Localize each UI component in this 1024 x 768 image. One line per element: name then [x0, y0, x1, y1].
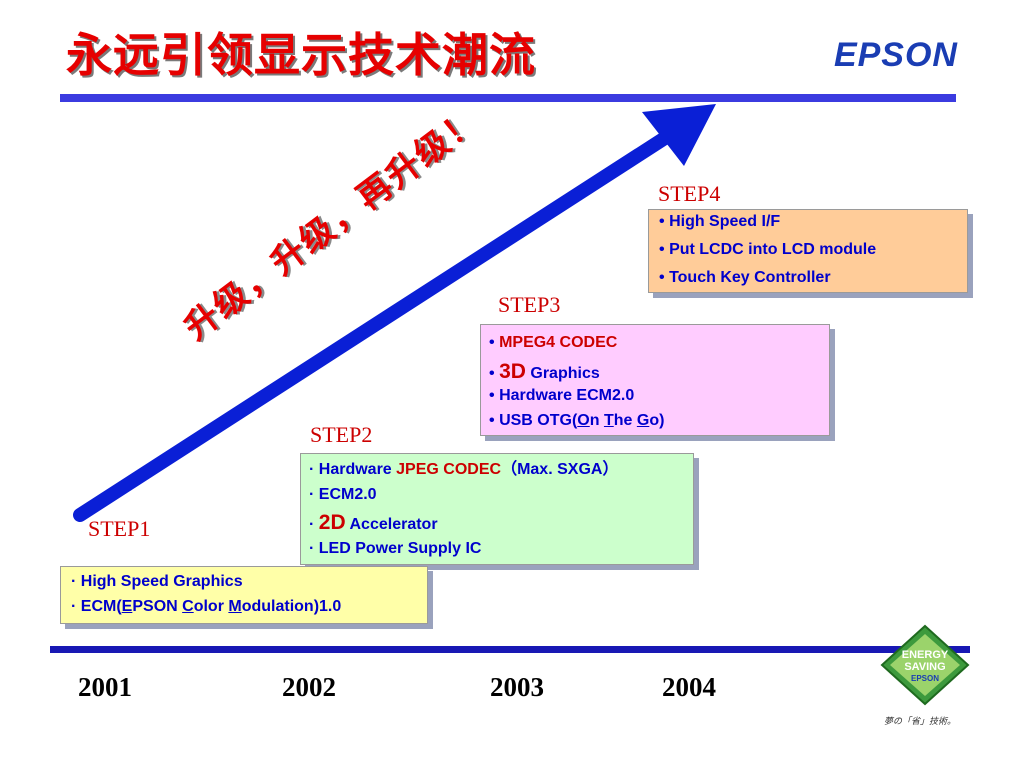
list-item: • Hardware ECM2.0 [489, 387, 635, 404]
list-item: • MPEG4 CODEC [489, 334, 618, 351]
list-item: • USB OTG(On The Go) [489, 412, 665, 429]
list-item: • Touch Key Controller [659, 269, 831, 286]
list-item: · High Speed Graphics [71, 573, 243, 590]
year-2001: 2001 [78, 672, 132, 702]
year-2003: 2003 [490, 672, 544, 702]
step4-box: • High Speed I/F • Put LCDC into LCD mod… [648, 209, 968, 293]
arrow-shaft [73, 129, 675, 522]
year-2004: 2004 [662, 672, 716, 702]
energy-saving-badge: ENERGY SAVING EPSON [880, 624, 970, 706]
step3-box: • MPEG4 CODEC • 3D Graphics • Hardware E… [480, 324, 830, 436]
page-title: 永远引领显示技术潮流 [66, 28, 536, 82]
list-item: • 3D Graphics [489, 360, 600, 383]
svg-text:ENERGY: ENERGY [902, 649, 949, 661]
epson-logo: EPSON [833, 36, 958, 74]
badge-motto: 夢の「省」技術。 [884, 717, 957, 727]
step2-box: · Hardware JPEG CODEC（Max. SXGA） · ECM2.… [300, 453, 694, 565]
step4-label: STEP4 [658, 181, 721, 206]
svg-text:SAVING: SAVING [904, 661, 945, 673]
step1-label: STEP1 [88, 516, 151, 541]
step3-label: STEP3 [498, 292, 561, 317]
list-item: • High Speed I/F [659, 213, 781, 230]
list-item: · 2D Accelerator [309, 511, 438, 534]
arrow-head [642, 104, 716, 166]
list-item: • Put LCDC into LCD module [659, 241, 877, 258]
list-item: · ECM2.0 [309, 486, 377, 503]
header-rule [60, 94, 956, 102]
svg-text:EPSON: EPSON [911, 674, 939, 683]
list-item: · Hardware JPEG CODEC（Max. SXGA） [309, 461, 619, 478]
step1-box: · High Speed Graphics · ECM(EPSON Color … [60, 566, 428, 624]
timeline-rule [50, 646, 970, 653]
list-item: · ECM(EPSON Color Modulation)1.0 [71, 598, 342, 615]
step2-label: STEP2 [310, 422, 373, 447]
year-2002: 2002 [282, 672, 336, 702]
list-item: · LED Power Supply IC [309, 540, 482, 557]
